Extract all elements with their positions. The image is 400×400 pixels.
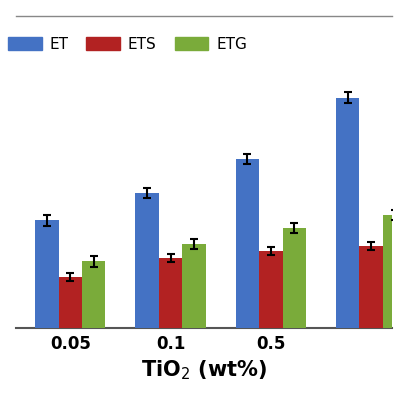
Bar (383, 215, 400, 400)
Bar (259, 251, 282, 400)
Bar (282, 228, 306, 400)
Bar (360, 246, 383, 400)
Legend: ET, ETS, ETG: ET, ETS, ETG (5, 34, 250, 55)
Bar (336, 98, 360, 400)
Bar (136, 193, 159, 400)
Bar (35, 220, 59, 400)
Bar (59, 277, 82, 400)
Bar (82, 262, 106, 400)
Bar (182, 244, 206, 400)
X-axis label: TiO$_2$ (wt%): TiO$_2$ (wt%) (141, 358, 267, 382)
Bar (236, 159, 259, 400)
Bar (159, 258, 182, 400)
